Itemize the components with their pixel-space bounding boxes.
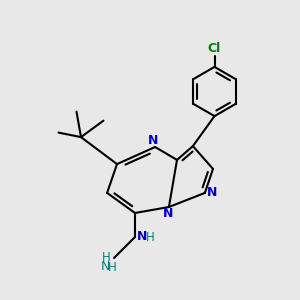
Text: N: N <box>207 186 218 199</box>
Text: N: N <box>137 230 147 243</box>
Text: H: H <box>101 251 110 264</box>
Text: Cl: Cl <box>208 42 221 56</box>
Text: H: H <box>108 261 117 274</box>
Text: H: H <box>146 231 155 244</box>
Text: N: N <box>148 134 158 147</box>
Text: N: N <box>163 207 173 220</box>
Text: N: N <box>101 260 111 273</box>
